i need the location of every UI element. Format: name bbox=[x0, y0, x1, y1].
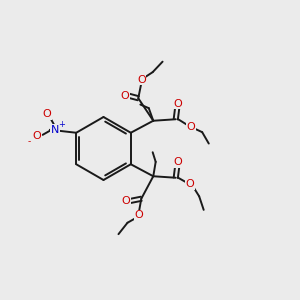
Text: O: O bbox=[186, 122, 195, 132]
Text: O: O bbox=[121, 196, 130, 206]
Text: O: O bbox=[186, 179, 195, 189]
Text: +: + bbox=[58, 120, 65, 129]
Text: O: O bbox=[32, 131, 41, 141]
Text: N: N bbox=[51, 125, 59, 135]
Text: O: O bbox=[173, 99, 182, 109]
Text: O: O bbox=[137, 75, 146, 85]
Text: O: O bbox=[42, 109, 51, 119]
Text: O: O bbox=[134, 210, 143, 220]
Text: O: O bbox=[120, 91, 129, 101]
Text: O: O bbox=[173, 157, 182, 167]
Text: -: - bbox=[28, 137, 31, 146]
